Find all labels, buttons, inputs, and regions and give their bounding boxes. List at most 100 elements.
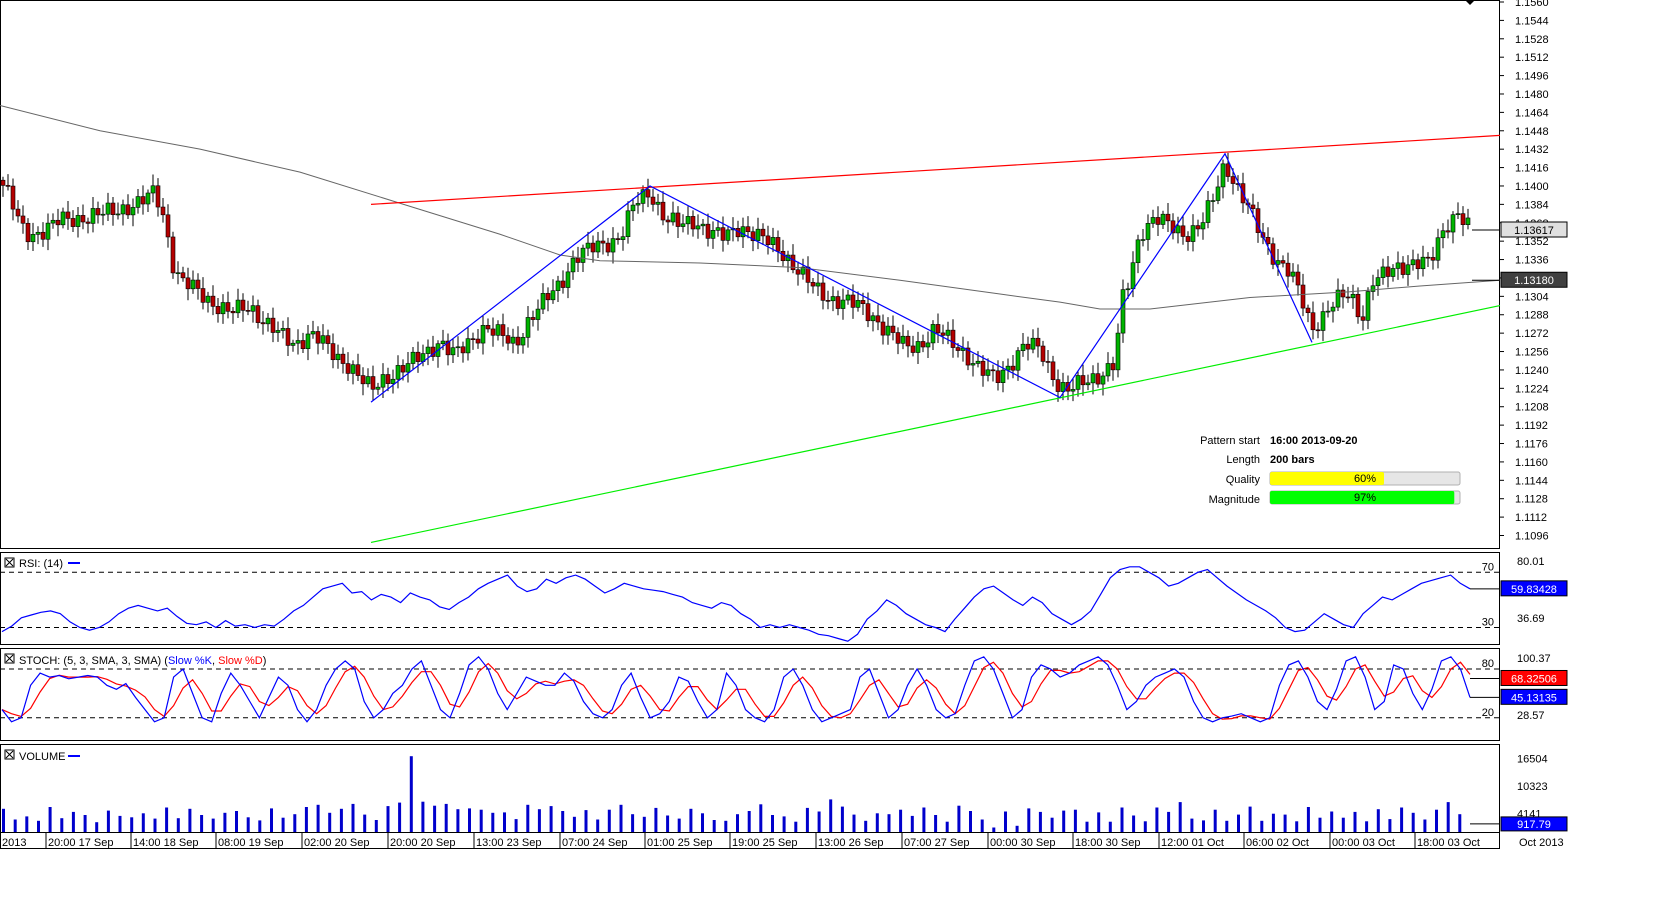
price-tick-label: 1.1560	[1515, 0, 1549, 9]
candle-body	[565, 271, 571, 288]
candle-body	[630, 204, 636, 212]
volume-bar	[852, 814, 856, 832]
candle-body	[775, 237, 781, 252]
price-tick-label: 1.1128	[1515, 494, 1548, 506]
candle-body	[670, 212, 676, 223]
candle-body	[1460, 213, 1466, 225]
stoch-tick-label: 100.37	[1517, 653, 1551, 665]
volume-tick-label: 10323	[1517, 781, 1548, 793]
candle-body	[925, 342, 931, 348]
candle-body	[515, 336, 521, 346]
volume-bar	[747, 811, 751, 832]
candle-body	[875, 315, 881, 323]
candle-body	[1310, 312, 1316, 331]
candle-body	[1195, 225, 1201, 230]
candle-body	[185, 277, 191, 290]
rsi-panel-frame	[0, 552, 1500, 645]
time-tick-label: 07:00 27 Sep	[904, 837, 969, 849]
candle-body	[820, 282, 826, 301]
candle-body	[825, 300, 831, 302]
candle-body	[1360, 316, 1366, 321]
length-label: Length	[1226, 454, 1260, 466]
volume-bar	[607, 809, 611, 832]
price-tick-label: 1.1480	[1515, 89, 1549, 101]
candle-body	[965, 347, 971, 366]
volume-bar	[771, 815, 774, 832]
candle-body	[1430, 257, 1436, 261]
candle-body	[1040, 345, 1046, 362]
candle-body	[1025, 343, 1031, 350]
volume-bar	[118, 815, 122, 832]
candle-body	[635, 203, 641, 206]
candle-body	[90, 208, 96, 224]
candle-body	[1435, 237, 1441, 261]
volume-bar	[887, 814, 891, 832]
candle-body	[905, 335, 911, 347]
candle-body	[955, 347, 961, 351]
candle-body	[1140, 239, 1146, 241]
time-tick-label: 00:00 30 Sep	[990, 837, 1055, 849]
volume-bar	[712, 820, 716, 832]
volume-tick-label: 16504	[1517, 753, 1548, 765]
volume-bar	[782, 816, 786, 832]
candle-body	[1400, 262, 1406, 275]
volume-bar	[1120, 807, 1124, 832]
volume-bar	[805, 807, 809, 832]
volume-bar	[270, 808, 273, 832]
time-tick-label: 01:00 25 Sep	[647, 837, 712, 849]
volume-bar	[934, 815, 938, 832]
stoch-title: STOCH: (5, 3, SMA, 3, SMA) (Slow %K, Slo…	[4, 653, 266, 667]
candle-body	[740, 226, 746, 238]
candle-body	[30, 234, 36, 243]
volume-bar	[71, 811, 75, 832]
volume-bar	[910, 815, 914, 832]
volume-bar	[701, 813, 704, 832]
candle-body	[305, 333, 311, 349]
candle-body	[930, 324, 936, 344]
volume-bar	[444, 803, 448, 832]
candle-body	[330, 343, 336, 361]
candle-body	[945, 329, 951, 336]
volume-bar	[83, 815, 87, 832]
candle-body	[485, 325, 491, 330]
volume-bar	[736, 814, 739, 832]
volume-bar	[25, 816, 29, 832]
candle-body	[835, 296, 841, 309]
volume-bar	[1376, 809, 1380, 832]
volume-bar	[1038, 811, 1042, 832]
volume-bar	[537, 809, 541, 832]
candle-body	[675, 212, 681, 227]
candle-body	[1135, 239, 1141, 264]
candle-body	[950, 329, 956, 348]
stoch-d-box	[1500, 669, 1568, 686]
volume-bar	[60, 818, 64, 832]
volume-bar	[165, 807, 169, 832]
rsi-tick-label: 80.01	[1517, 556, 1545, 568]
volume-current-value: 917.79	[1517, 819, 1551, 831]
volume-bar	[1097, 812, 1101, 832]
candle-body	[245, 310, 251, 312]
candle-body	[1335, 289, 1341, 308]
candle-body	[615, 238, 621, 240]
price-tick-label: 1.1496	[1515, 71, 1549, 83]
candle-body	[1045, 361, 1051, 363]
candle-body	[910, 345, 916, 353]
volume-bar	[1225, 820, 1229, 832]
candle-body	[1375, 277, 1381, 287]
candle-body	[1205, 200, 1211, 223]
candle-body	[700, 223, 706, 227]
volume-bar	[677, 818, 681, 832]
candle-body	[85, 221, 91, 224]
scroll-marker-icon[interactable]	[1465, 0, 1475, 5]
price-tick-label: 1.1272	[1515, 328, 1549, 340]
volume-bar	[1400, 807, 1404, 832]
candle-body	[560, 280, 566, 288]
candle-body	[405, 363, 411, 373]
candle-body	[35, 231, 41, 235]
volume-bar	[398, 802, 402, 832]
candle-body	[1095, 373, 1101, 385]
candle-body	[25, 222, 31, 243]
volume-bar	[1341, 817, 1345, 832]
volume-bar	[1190, 818, 1194, 832]
volume-bar	[479, 809, 483, 832]
